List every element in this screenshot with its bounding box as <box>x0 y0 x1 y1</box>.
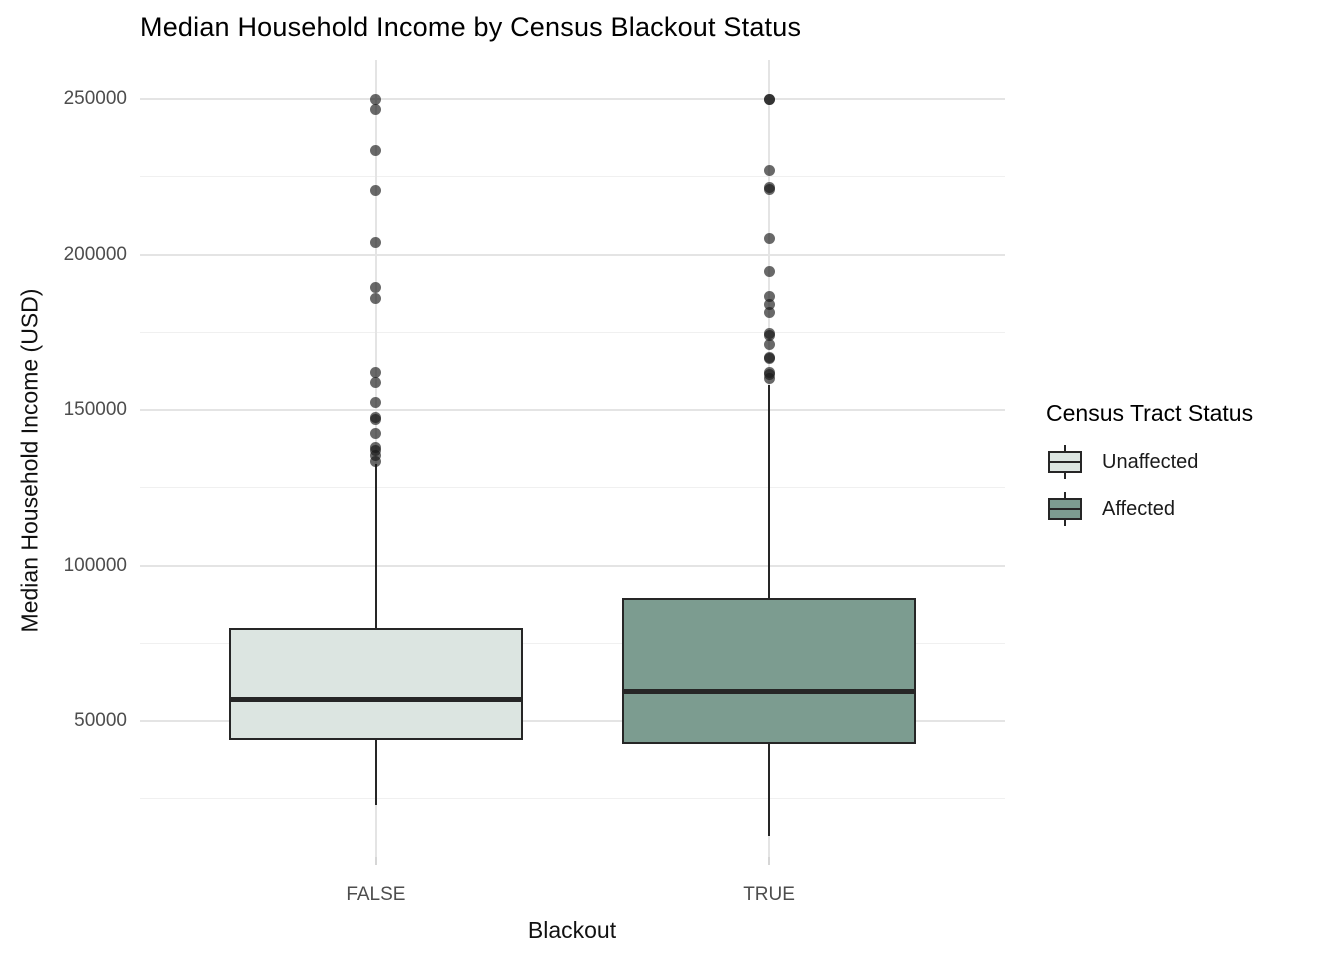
median-line <box>622 688 917 694</box>
legend-entry-affected: Affected <box>1046 490 1253 528</box>
upper-whisker <box>767 385 771 599</box>
outlier-point <box>763 373 775 385</box>
major-gridline <box>140 409 1005 411</box>
outlier-point <box>370 104 382 116</box>
x-tick-label: FALSE <box>346 884 406 905</box>
boxplot-key-icon <box>1046 443 1084 481</box>
x-tick-mark <box>374 857 377 865</box>
outlier-point <box>370 449 382 461</box>
minor-gridline <box>140 331 1005 333</box>
median-line <box>228 696 523 702</box>
key-median-line <box>1048 460 1082 463</box>
major-gridline <box>140 720 1005 722</box>
minor-gridline <box>140 642 1005 644</box>
outlier-point <box>763 306 775 318</box>
outlier-point <box>370 427 382 439</box>
legend-title: Census Tract Status <box>1046 400 1254 426</box>
legend-label: Affected <box>1102 497 1176 520</box>
minor-gridline <box>140 487 1005 489</box>
outlier-point <box>763 165 775 177</box>
outlier-point <box>763 266 775 278</box>
major-gridline <box>140 564 1005 567</box>
outlier-point <box>370 236 382 248</box>
major-gridline <box>140 98 1005 100</box>
upper-whisker <box>374 464 378 628</box>
outlier-point <box>763 329 775 341</box>
outlier-point <box>370 455 382 467</box>
legend-label: Unaffected <box>1102 450 1199 473</box>
y-axis-title: Median Household Income (USD) <box>16 288 43 633</box>
major-gridline <box>140 253 1005 256</box>
outlier-point <box>763 339 775 351</box>
boxplot-key-icon <box>1046 490 1084 528</box>
x-tick-mark <box>768 857 771 865</box>
x-axis-title: Blackout <box>527 917 617 943</box>
y-tick-label: 100000 <box>63 554 127 576</box>
y-tick-label: 250000 <box>63 88 127 109</box>
y-tick-label: 50000 <box>74 710 127 731</box>
key-median-line <box>1048 507 1082 510</box>
x-tick-label: TRUE <box>743 884 795 905</box>
outlier-point <box>763 93 775 105</box>
minor-gridline <box>140 176 1005 178</box>
minor-gridline <box>140 798 1005 800</box>
plot-title: Median Household Income by Census Blacko… <box>140 12 802 42</box>
outlier-point <box>763 353 775 365</box>
plot-panel <box>140 60 1005 857</box>
outlier-point <box>370 93 382 105</box>
box-true <box>622 598 917 745</box>
outlier-point <box>763 183 775 195</box>
outlier-point <box>370 185 382 197</box>
outlier-point <box>370 376 382 388</box>
outlier-point <box>763 298 775 310</box>
legend: Census Tract Status Unaffected Affected <box>1046 400 1253 537</box>
outlier-point <box>763 290 775 302</box>
outlier-point <box>370 144 382 156</box>
outlier-point <box>370 367 382 379</box>
lower-whisker <box>374 739 378 805</box>
outlier-point <box>370 281 382 293</box>
outlier-point <box>370 413 382 425</box>
y-tick-label: 200000 <box>63 243 127 265</box>
box-false <box>228 627 523 740</box>
y-tick-label: 150000 <box>63 399 127 420</box>
lower-whisker <box>767 744 771 837</box>
outlier-point <box>763 233 775 245</box>
outlier-point <box>370 292 382 304</box>
legend-entry-unaffected: Unaffected <box>1046 443 1253 481</box>
outlier-point <box>370 396 382 408</box>
